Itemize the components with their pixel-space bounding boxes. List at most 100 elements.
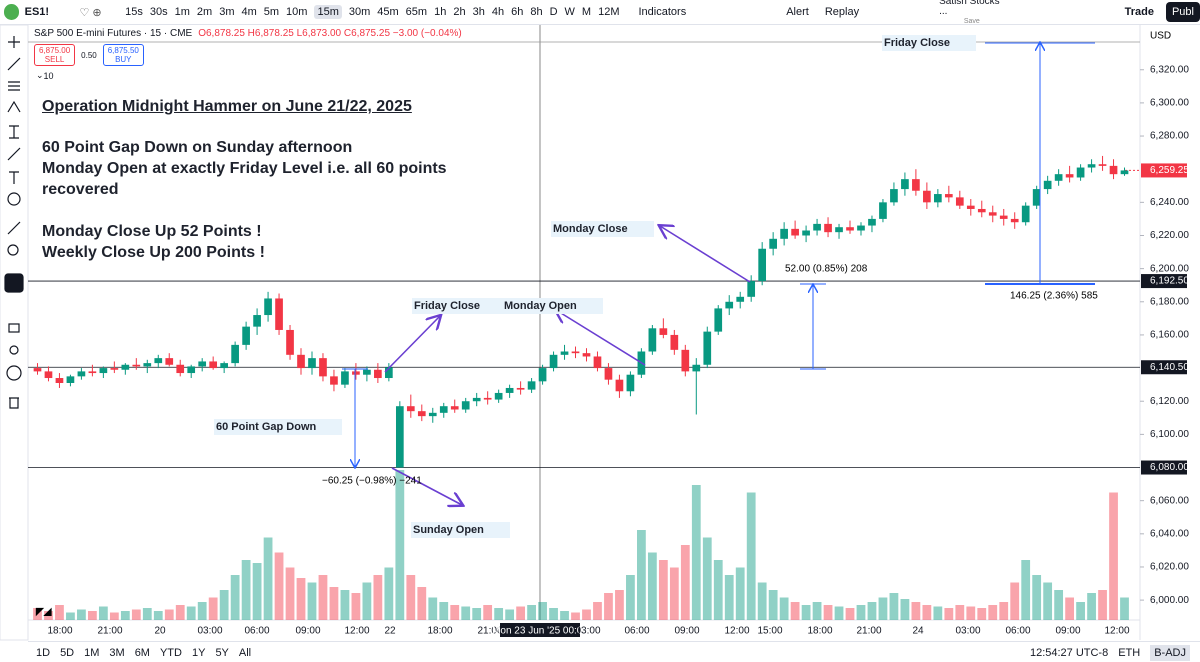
symbol-actions[interactable]: ♡ ⊕ [79, 6, 102, 19]
volume-bar [944, 608, 954, 620]
interval[interactable]: 3h [472, 6, 485, 18]
candle-body [857, 225, 865, 231]
interval[interactable]: D [549, 6, 558, 18]
zoom-tool[interactable] [7, 244, 19, 256]
interval[interactable]: 30m [348, 6, 371, 18]
lock-tool[interactable] [8, 323, 20, 333]
volume-bar [285, 567, 295, 620]
tree-tool[interactable] [6, 365, 22, 381]
candle-body [110, 368, 119, 370]
range[interactable]: 6M [134, 646, 150, 659]
range[interactable]: 1M [84, 646, 100, 659]
candle-body [999, 215, 1008, 219]
x-tick-label: Mon 23 Jun '25 00:00 [492, 626, 588, 637]
candle-body [824, 223, 832, 233]
publish[interactable]: Publ [1165, 2, 1200, 22]
interval[interactable]: 4m [241, 6, 257, 18]
volume-bar [153, 611, 163, 620]
candle-body [253, 315, 261, 327]
volume-bar [87, 611, 97, 620]
interval[interactable]: W [564, 6, 575, 18]
interval[interactable]: 6h [511, 6, 524, 18]
symbol[interactable]: ES1! [24, 6, 50, 18]
candle-body [88, 371, 97, 374]
volume-bar [680, 545, 690, 620]
interval[interactable]: 4h [491, 6, 505, 18]
interval[interactable]: 2m [196, 6, 213, 18]
spread: 0.50 [81, 50, 97, 60]
layout-name[interactable]: Satish Stocks ... Save [939, 0, 1005, 27]
replay[interactable]: Replay [824, 6, 860, 18]
y-tick-label: 6,240.00 [1150, 197, 1189, 208]
brush-tool[interactable] [7, 147, 21, 161]
magnet-tool[interactable] [4, 273, 24, 293]
candle-body [1065, 174, 1074, 178]
arrow [391, 467, 462, 505]
x-tick-label: 03:00 [955, 626, 980, 637]
volume-bar [1043, 582, 1053, 620]
remove-tool[interactable] [9, 397, 19, 409]
fib-tool[interactable] [8, 81, 20, 91]
y-tick-label: 6,180.00 [1150, 296, 1189, 307]
ruler-tool[interactable] [7, 221, 21, 235]
interval[interactable]: 30s [149, 6, 168, 18]
pattern-tool[interactable] [7, 100, 21, 113]
interval[interactable]: 15s [125, 6, 143, 18]
volume-bar [461, 606, 471, 620]
interval[interactable]: 2h [453, 6, 466, 18]
candle-body [670, 334, 679, 350]
interval[interactable]: M [581, 6, 592, 18]
text-tool[interactable] [9, 171, 19, 184]
hide-tool[interactable] [9, 345, 19, 355]
candle-body [977, 208, 986, 213]
alert[interactable]: Alert [786, 6, 809, 18]
range[interactable]: 1Y [191, 646, 206, 659]
interval[interactable]: 45m [377, 6, 399, 18]
volume-bar [691, 485, 701, 620]
indicators[interactable]: Indicators [638, 6, 687, 18]
adjust[interactable]: B-ADJ [1150, 644, 1190, 661]
volume-bar [1065, 597, 1075, 620]
crosshair-tool[interactable] [8, 36, 20, 48]
candle-body [1043, 180, 1052, 190]
candle-body [988, 212, 997, 216]
trade[interactable]: Trade [1124, 6, 1154, 18]
interval[interactable]: 5m [263, 6, 280, 18]
candle-body [703, 331, 712, 365]
interval[interactable]: 1h [434, 6, 447, 18]
interval[interactable]: 1m [174, 6, 190, 18]
range[interactable]: 1D [36, 646, 51, 659]
interval[interactable]: 65m [405, 6, 428, 18]
volume-bar [428, 597, 438, 620]
volume-bar [384, 567, 394, 620]
volume-bar [790, 602, 800, 620]
volume-bar [834, 606, 844, 620]
interval[interactable]: 10m [286, 6, 308, 18]
icon-tool[interactable] [7, 192, 21, 206]
session[interactable]: ETH [1118, 646, 1141, 659]
avatar[interactable] [4, 4, 19, 20]
range[interactable]: 5Y [215, 646, 229, 659]
volume-bar [779, 597, 789, 620]
interval[interactable]: 15m [314, 5, 342, 19]
range[interactable]: YTD [159, 646, 182, 659]
interval[interactable]: 8h [530, 6, 543, 18]
trendline-tool[interactable] [7, 57, 21, 71]
volume-bar [1021, 560, 1031, 620]
range[interactable]: 5D [60, 646, 75, 659]
range[interactable]: All [238, 646, 252, 659]
interval[interactable]: 12M [598, 6, 620, 18]
save[interactable]: Save [963, 18, 980, 25]
buy-button[interactable]: 6,875.50 BUY [102, 44, 144, 66]
candle-body [66, 376, 75, 383]
volume-bar [966, 606, 976, 620]
sell-button[interactable]: 6,875.00 SELL [34, 44, 76, 66]
range[interactable]: 3M [109, 646, 125, 659]
volume-bar [900, 599, 910, 620]
projection-tool[interactable] [9, 125, 19, 139]
x-tick-label: 06:00 [1005, 626, 1030, 637]
candle-body [1010, 218, 1019, 223]
candle-body [714, 308, 723, 332]
candle-body [99, 368, 108, 374]
interval[interactable]: 3m [219, 6, 235, 18]
